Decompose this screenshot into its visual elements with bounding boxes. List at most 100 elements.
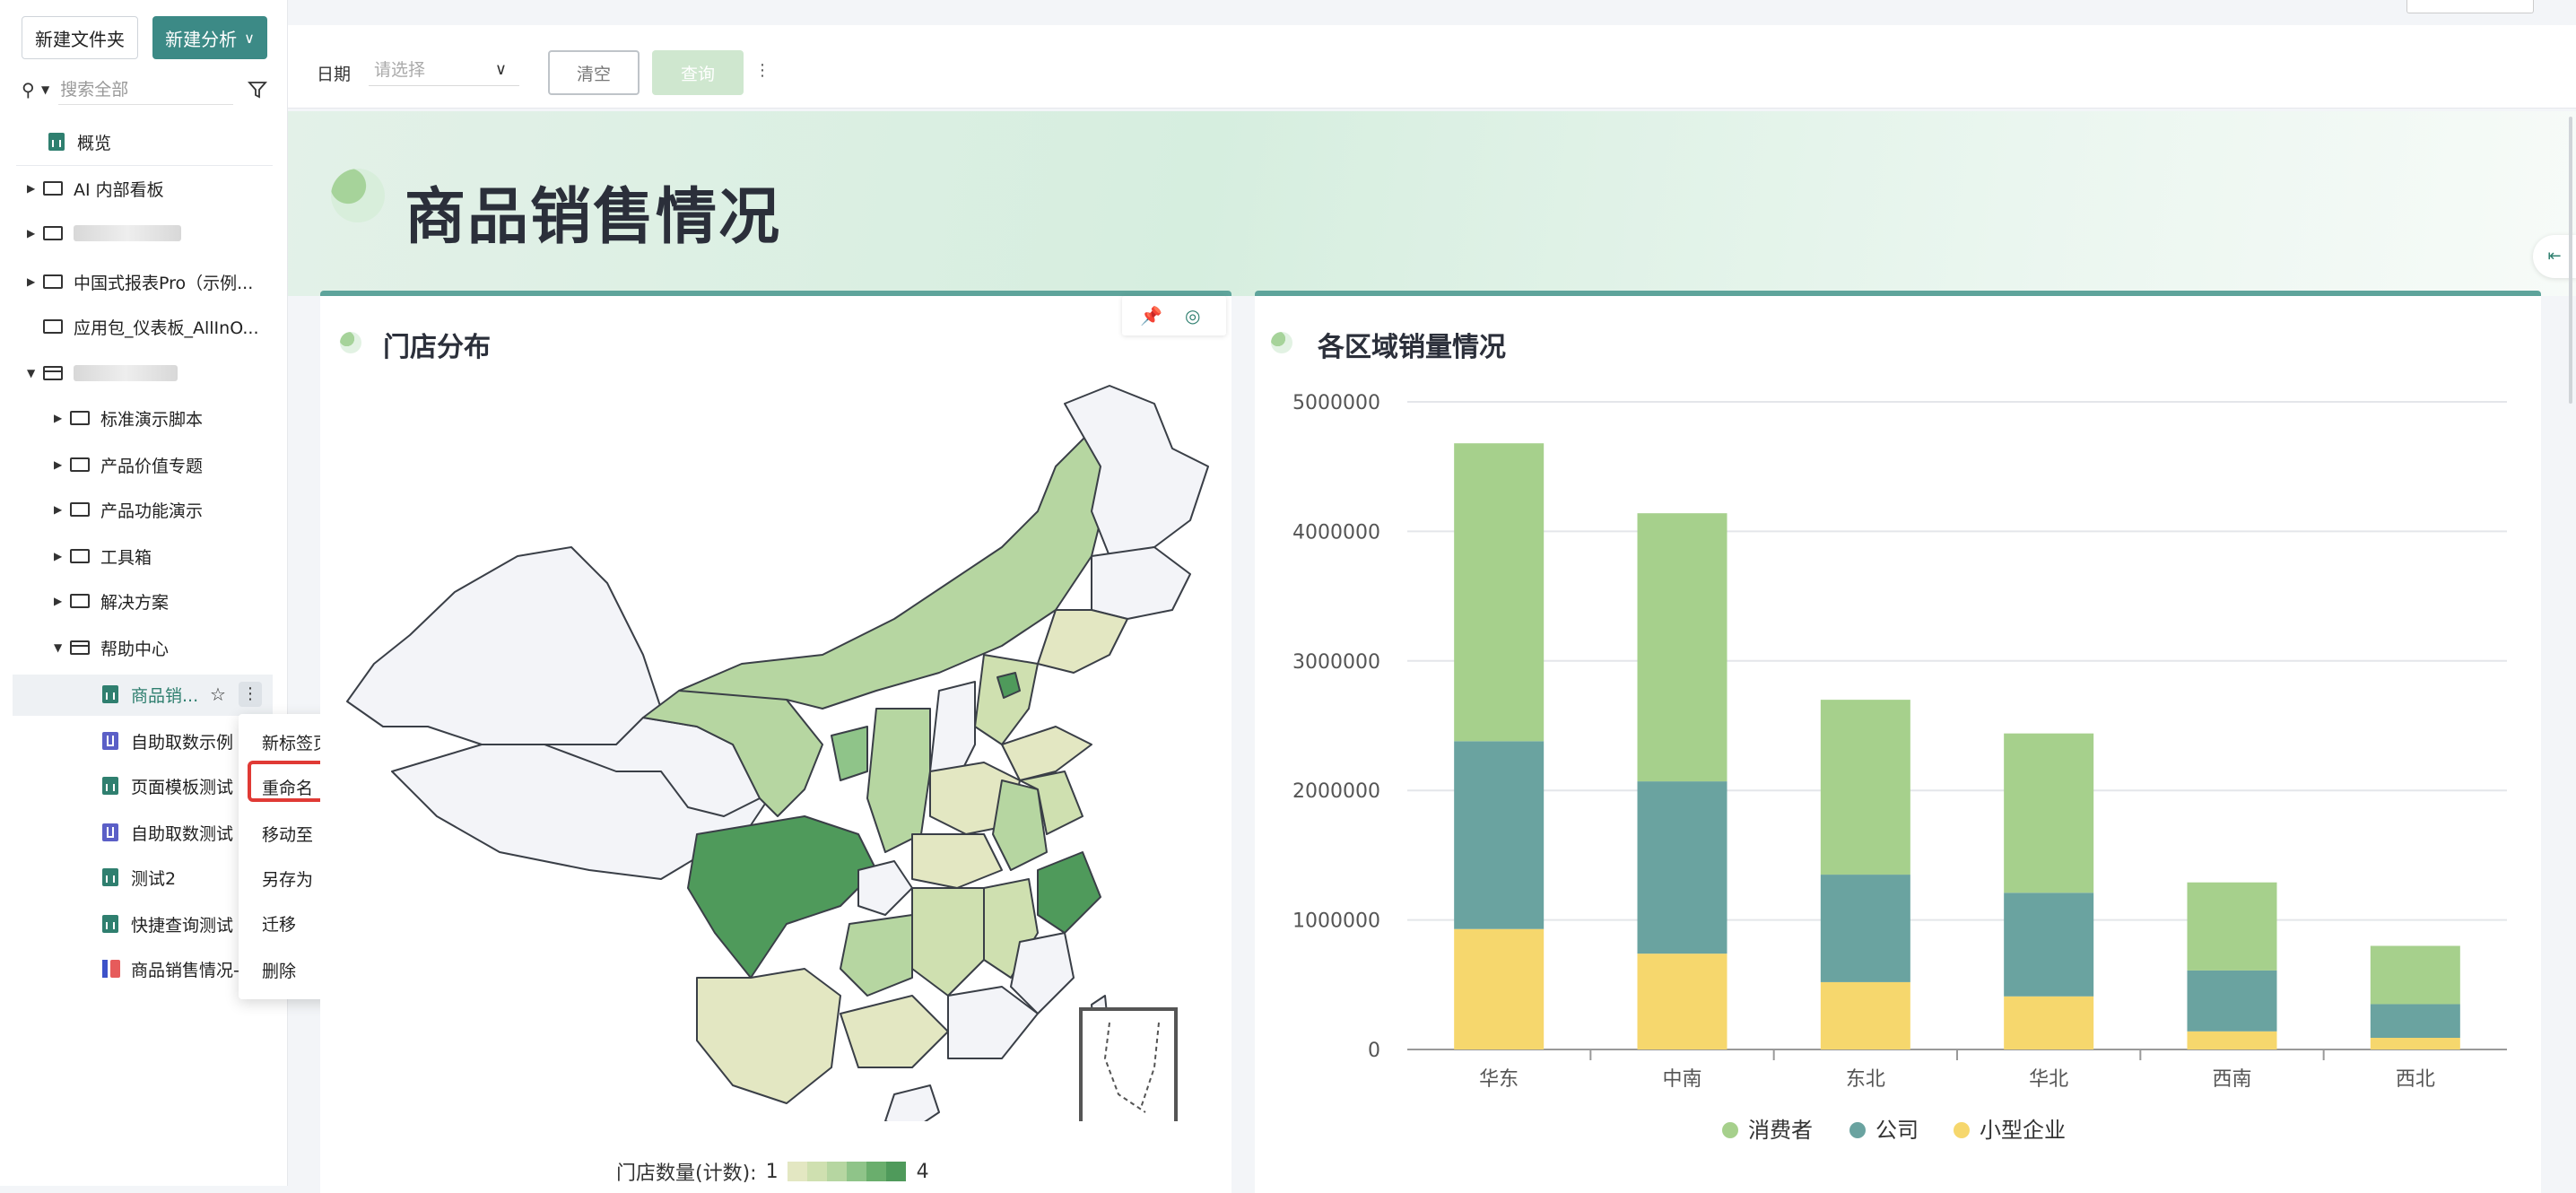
scrollbar[interactable] <box>2569 117 2572 404</box>
filter-icon[interactable] <box>248 80 267 100</box>
more-options-button[interactable]: ⋮ <box>239 682 262 707</box>
sidebar-item-product-features[interactable]: ▶ 产品功能演示 <box>54 492 203 527</box>
pin-icon[interactable]: 📌 <box>1140 305 1162 327</box>
folder-icon <box>70 502 90 517</box>
sidebar-item-china-report[interactable]: ▶ 中国式报表Pro（示例... <box>27 264 253 300</box>
map-region-hubei[interactable] <box>911 833 1003 889</box>
map-region-yunnan[interactable] <box>696 968 841 1104</box>
map-region-jiangsu[interactable] <box>1019 771 1083 835</box>
map-region-anhui[interactable] <box>992 779 1048 871</box>
caret-right-icon[interactable]: ▶ <box>54 550 63 562</box>
sidebar-item-solutions[interactable]: ▶ 解决方案 <box>54 583 169 619</box>
map-region-chongqing[interactable] <box>857 860 913 916</box>
map-region-shandong[interactable] <box>1001 726 1092 781</box>
map-region-sichuan[interactable] <box>687 815 877 979</box>
bar-segment[interactable] <box>1454 443 1545 742</box>
menu-item-delete[interactable]: 删除 <box>262 962 297 981</box>
date-select[interactable]: 请选择 ∨ <box>369 54 519 86</box>
clear-button[interactable]: 清空 <box>548 50 640 95</box>
bar-segment[interactable] <box>1637 954 1727 1049</box>
map-region-shanxi[interactable] <box>929 681 976 781</box>
sidebar-item-label: 商品销售情况- <box>131 960 239 980</box>
map-region-inner-mongolia[interactable] <box>678 430 1110 710</box>
sidebar-item-label: 概览 <box>77 133 112 153</box>
sidebar-item-app-package[interactable]: 应用包_仪表板_AllInO... <box>43 309 259 344</box>
legend-label[interactable]: 消费者 <box>1748 1118 1813 1143</box>
sidebar-item-sales-page[interactable]: 商品销售情况- <box>102 951 239 987</box>
caret-right-icon[interactable]: ▶ <box>54 503 63 516</box>
legend-swatch-3 <box>826 1162 847 1181</box>
menu-item-save-as[interactable]: 另存为 <box>262 870 314 890</box>
star-icon[interactable]: ☆ <box>210 684 226 705</box>
bar-segment[interactable] <box>2187 882 2277 971</box>
filter-more-icon[interactable]: ⋮ <box>754 61 770 80</box>
sidebar-item-test2[interactable]: 测试2 <box>102 859 176 895</box>
caret-right-icon[interactable]: ▶ <box>54 595 63 607</box>
caret-right-icon[interactable]: ▶ <box>54 412 63 424</box>
sidebar-item-blurred-open-folder[interactable]: ▼ <box>27 355 178 391</box>
top-button-fragment[interactable] <box>2406 0 2534 13</box>
map-region-fujian[interactable] <box>1010 932 1075 1014</box>
bar-segment[interactable] <box>1820 981 1910 1049</box>
bar-segment[interactable] <box>2370 1004 2460 1039</box>
sidebar-item-sales-report[interactable]: 商品销... <box>102 676 198 712</box>
sidebar-item-self-service-test[interactable]: 自助取数测试 <box>102 814 233 850</box>
query-button[interactable]: 查询 <box>652 50 744 95</box>
bar-segment[interactable] <box>2187 970 2277 1032</box>
bar-segment[interactable] <box>2370 1038 2460 1049</box>
bar-segment[interactable] <box>1820 875 1910 982</box>
map-region-zhejiang[interactable] <box>1037 851 1101 934</box>
menu-item-rename[interactable]: 重命名 <box>262 779 314 798</box>
bar-segment[interactable] <box>2370 945 2460 1005</box>
bar-segment[interactable] <box>1637 513 1727 782</box>
search-input[interactable]: 搜索全部 <box>58 75 233 105</box>
bar-segment[interactable] <box>1820 700 1910 875</box>
map-region-ningxia[interactable] <box>831 726 868 781</box>
search-scope-dropdown-icon[interactable]: ▼ <box>41 83 50 96</box>
search-icon[interactable]: ⚲ <box>22 79 35 100</box>
sidebar-item-overview[interactable]: 概览 <box>48 124 111 160</box>
legend-swatch-5 <box>866 1162 886 1181</box>
bar-segment[interactable] <box>2004 893 2094 997</box>
caret-right-icon[interactable]: ▶ <box>27 227 36 239</box>
map-region-guangdong[interactable] <box>947 986 1039 1059</box>
map-region-xinjiang[interactable] <box>346 546 662 745</box>
new-folder-button[interactable]: 新建文件夹 <box>22 16 138 59</box>
map-region-guangxi[interactable] <box>840 995 949 1068</box>
map-region-jilin[interactable] <box>1091 546 1191 620</box>
map-region-hainan[interactable] <box>884 1084 940 1121</box>
legend-label[interactable]: 公司 <box>1875 1118 1919 1143</box>
map-region-beijing[interactable] <box>996 672 1021 699</box>
sidebar-item-page-template-test[interactable]: 页面模板测试 <box>102 768 233 804</box>
sidebar-item-standard-demo[interactable]: ▶ 标准演示脚本 <box>54 400 203 436</box>
bar-segment[interactable] <box>1454 741 1545 929</box>
sidebar-item-self-service-example[interactable]: 自助取数示例 <box>102 723 233 759</box>
caret-down-icon[interactable]: ▼ <box>27 367 36 379</box>
sidebar-item-product-value[interactable]: ▶ 产品价值专题 <box>54 447 203 483</box>
map-region-liaoning[interactable] <box>1037 609 1128 674</box>
menu-item-migrate[interactable]: 迁移 <box>262 915 297 935</box>
drill-icon[interactable]: ◎ <box>1185 305 1201 327</box>
bar-segment[interactable] <box>2187 1031 2277 1049</box>
new-analysis-button[interactable]: 新建分析 ∨ <box>152 16 267 59</box>
map-region-shaanxi[interactable] <box>866 708 931 853</box>
sidebar-item-quick-query-test[interactable]: 快捷查询测试 <box>102 906 233 942</box>
menu-item-move-to[interactable]: 移动至 <box>262 825 314 845</box>
caret-right-icon[interactable]: ▶ <box>54 458 63 471</box>
caret-right-icon[interactable]: ▶ <box>27 275 36 288</box>
sidebar-item-ai-board[interactable]: ▶ AI 内部看板 <box>27 170 164 206</box>
legend-label[interactable]: 小型企业 <box>1980 1118 2066 1143</box>
map-region-guizhou[interactable] <box>840 914 913 997</box>
sidebar-item-blurred-folder[interactable]: ▶ <box>27 215 181 251</box>
caret-right-icon[interactable]: ▶ <box>27 182 36 195</box>
map-region-hunan[interactable] <box>911 887 985 997</box>
bar-segment[interactable] <box>1454 928 1545 1049</box>
sidebar-item-toolbox[interactable]: ▶ 工具箱 <box>54 538 152 574</box>
caret-down-icon[interactable]: ▼ <box>54 641 63 654</box>
bar-segment[interactable] <box>1637 781 1727 954</box>
map-region-hebei[interactable] <box>974 654 1039 745</box>
bar-segment[interactable] <box>2004 733 2094 893</box>
sidebar-item-help-center[interactable]: ▼ 帮助中心 <box>54 630 169 666</box>
map-region-heilongjiang[interactable] <box>1064 385 1209 557</box>
bar-segment[interactable] <box>2004 996 2094 1049</box>
